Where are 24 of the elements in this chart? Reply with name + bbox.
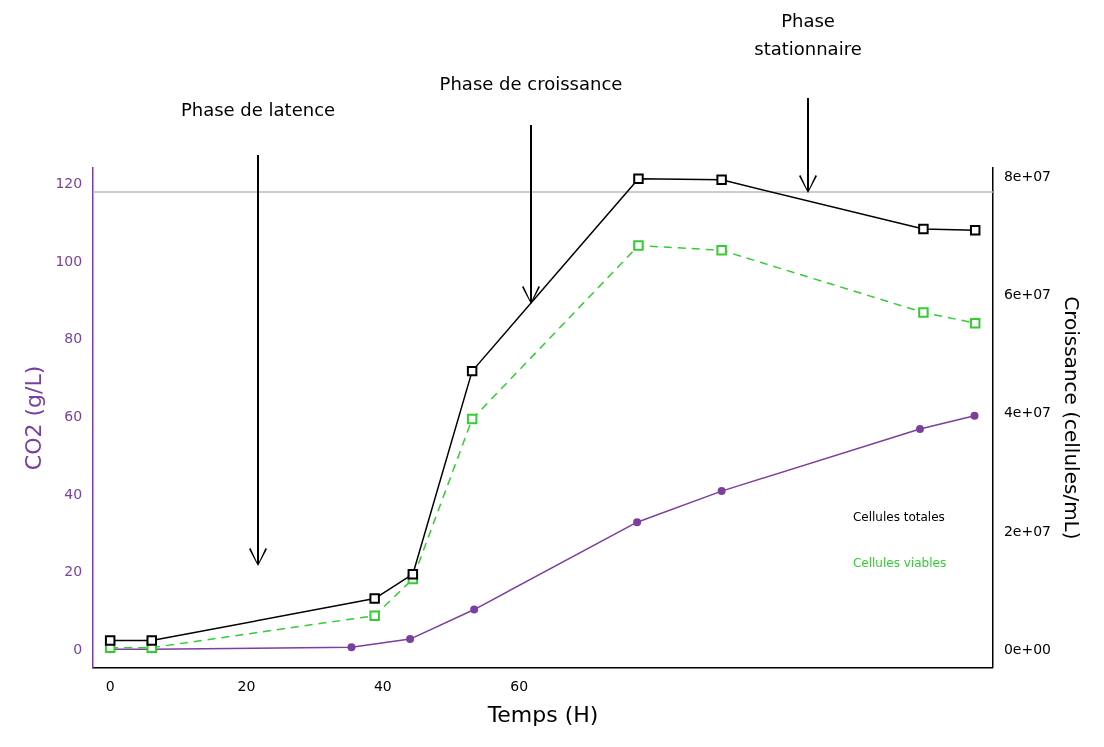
y-axis-title: CO2 (g/L): [20, 365, 46, 471]
y-tick-label: 0: [73, 640, 83, 657]
x-tick-label: 60: [510, 677, 529, 694]
text: Phase de croissance: [439, 73, 623, 94]
y-tick-label: 120: [55, 174, 83, 191]
x-tick-label: 40: [373, 677, 392, 694]
y-tick-label: 40: [64, 485, 83, 502]
text: Phase de latence: [180, 99, 336, 120]
x-tick-label: 0: [105, 677, 115, 694]
y2-tick-label: 6e+07: [1003, 285, 1052, 302]
y2-tick-label: 4e+07: [1003, 404, 1052, 421]
x-tick-label: 20: [237, 677, 256, 694]
y-tick-label: 80: [64, 330, 83, 347]
y-tick-label: 100: [55, 252, 83, 269]
y-tick-label: 60: [64, 407, 83, 424]
text: Cellules totales: [852, 509, 945, 524]
text: Cellules viables: [852, 555, 947, 570]
y2-tick-label: 8e+07: [1003, 167, 1052, 184]
y2-tick-label: 2e+07: [1003, 522, 1052, 539]
y2-tick-label: 0e+00: [1003, 641, 1052, 658]
x-axis-title: Temps (H): [486, 701, 599, 727]
y2-axis-title: Croissance (cellules/mL): [1059, 296, 1084, 540]
y-tick-label: 20: [64, 563, 83, 580]
text: Phase stationnaire: [754, 10, 862, 59]
